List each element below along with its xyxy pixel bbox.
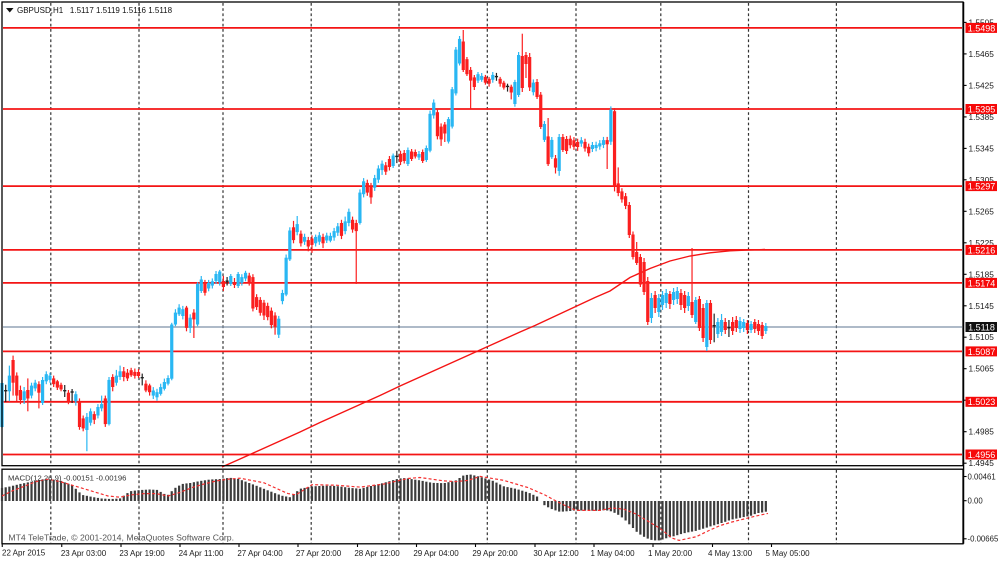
svg-text:29 Apr 20:00: 29 Apr 20:00 (472, 549, 518, 558)
svg-text:1.4985: 1.4985 (969, 427, 995, 437)
svg-text:1.5265: 1.5265 (969, 206, 995, 216)
svg-text:1.5345: 1.5345 (969, 143, 995, 153)
svg-text:1.5395: 1.5395 (968, 104, 996, 114)
svg-text:24 Apr 11:00: 24 Apr 11:00 (179, 549, 224, 558)
svg-text:28 Apr 12:00: 28 Apr 12:00 (354, 549, 400, 558)
svg-text:GBPUSD,H1 1.5117 1.5119 1.51: GBPUSD,H1 1.5117 1.5119 1.5116 1.5118 (17, 6, 173, 15)
svg-text:1.5297: 1.5297 (968, 182, 996, 192)
svg-text:23 Apr 19:00: 23 Apr 19:00 (119, 549, 165, 558)
svg-text:1.5087: 1.5087 (968, 347, 996, 357)
svg-text:1 May 20:00: 1 May 20:00 (648, 549, 693, 558)
svg-text:22 Apr 2015: 22 Apr 2015 (2, 549, 46, 558)
svg-text:1.5505: 1.5505 (969, 17, 995, 27)
svg-text:MACD(12,26,9) -0.00151 -0.0019: MACD(12,26,9) -0.00151 -0.00196 (8, 474, 126, 483)
svg-text:1 May 04:00: 1 May 04:00 (590, 549, 635, 558)
svg-text:1.5225: 1.5225 (969, 238, 995, 248)
svg-text:1.5118: 1.5118 (968, 322, 995, 332)
svg-text:1.5065: 1.5065 (969, 364, 995, 374)
svg-text:1.5425: 1.5425 (969, 80, 995, 90)
svg-text:-0.00665: -0.00665 (968, 535, 999, 544)
svg-text:1.5105: 1.5105 (969, 332, 995, 342)
svg-text:1.5465: 1.5465 (969, 49, 995, 59)
svg-text:1.4945: 1.4945 (969, 458, 995, 468)
svg-text:23 Apr 03:00: 23 Apr 03:00 (61, 549, 107, 558)
svg-text:1.5498: 1.5498 (968, 23, 996, 33)
svg-text:1.4956: 1.4956 (968, 450, 996, 460)
svg-text:4 May 13:00: 4 May 13:00 (708, 549, 753, 558)
svg-text:5 May 05:00: 5 May 05:00 (765, 549, 810, 558)
svg-text:MT4 TeleTrade, © 2001-2014, Me: MT4 TeleTrade, © 2001-2014, MetaQuotes S… (8, 533, 234, 543)
svg-text:1.5305: 1.5305 (969, 175, 995, 185)
svg-text:0.00461: 0.00461 (968, 472, 996, 481)
svg-text:1.5185: 1.5185 (969, 269, 995, 279)
svg-text:1.5216: 1.5216 (968, 245, 996, 255)
svg-text:30 Apr 12:00: 30 Apr 12:00 (533, 549, 579, 558)
svg-text:27 Apr 04:00: 27 Apr 04:00 (237, 549, 283, 558)
svg-text:1.5023: 1.5023 (968, 397, 996, 407)
svg-text:1.5385: 1.5385 (969, 112, 995, 122)
svg-text:27 Apr 20:00: 27 Apr 20:00 (296, 549, 342, 558)
svg-text:1.5174: 1.5174 (968, 278, 996, 288)
svg-text:1.5145: 1.5145 (969, 301, 995, 311)
svg-text:29 Apr 04:00: 29 Apr 04:00 (413, 549, 459, 558)
svg-text:0.00: 0.00 (968, 497, 984, 506)
